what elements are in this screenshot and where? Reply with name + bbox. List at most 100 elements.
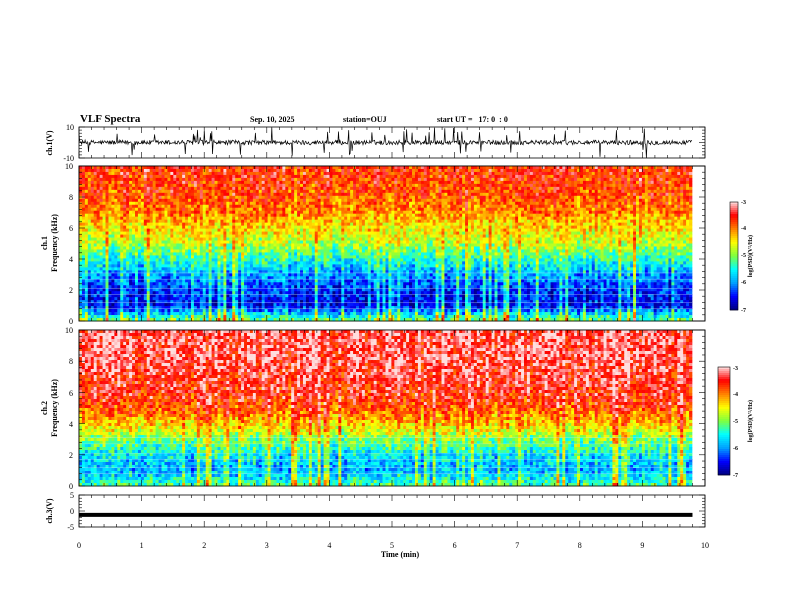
spectrogram-cell bbox=[211, 186, 215, 191]
spectrogram-cell bbox=[273, 186, 277, 191]
spectrogram-cell bbox=[305, 267, 310, 271]
spectrogram-cell bbox=[285, 249, 289, 253]
spectrogram-cell bbox=[276, 315, 280, 319]
spectrogram-cell bbox=[297, 288, 301, 292]
spectrogram-cell bbox=[81, 234, 86, 238]
spectrogram-cell bbox=[152, 285, 156, 289]
spectrogram-cell bbox=[126, 303, 130, 307]
spectrogram-cell bbox=[229, 291, 233, 295]
spectrogram-cell bbox=[226, 166, 230, 170]
spectrogram-cell bbox=[84, 174, 89, 179]
spectrogram-cell bbox=[347, 240, 351, 244]
spectrogram-cell bbox=[137, 246, 142, 250]
spectrogram-cell bbox=[132, 207, 136, 212]
spectrogram-cell bbox=[276, 303, 280, 307]
spectrogram-cell bbox=[114, 168, 118, 173]
spectrogram-cell bbox=[164, 195, 168, 200]
spectrogram-cell bbox=[102, 171, 106, 176]
spectrogram-cell bbox=[302, 288, 307, 292]
spectrogram-cell bbox=[111, 204, 115, 209]
spectrogram-cell bbox=[135, 252, 139, 256]
spectrogram-cell bbox=[208, 252, 212, 256]
spectrogram-cell bbox=[152, 195, 156, 200]
spectrogram-cell bbox=[326, 285, 330, 289]
spectrogram-cell bbox=[205, 243, 210, 247]
spectrogram-cell bbox=[161, 195, 165, 200]
spectrogram-cell bbox=[81, 222, 86, 226]
spectrogram-cell bbox=[267, 246, 271, 250]
spectrogram-cell bbox=[155, 174, 159, 179]
spectrogram-cell bbox=[123, 312, 127, 316]
spectrogram-cell bbox=[300, 303, 304, 307]
spectrogram-cell bbox=[261, 204, 266, 209]
spectrogram-cell bbox=[102, 240, 106, 244]
spectrogram-cell bbox=[223, 216, 227, 220]
spectrogram-cell bbox=[140, 186, 145, 191]
spectrogram-cell bbox=[217, 198, 221, 203]
spectrogram-cell bbox=[152, 282, 156, 286]
spectrogram-cell bbox=[179, 166, 183, 170]
spectrogram-cell bbox=[152, 297, 156, 301]
spectrogram-cell bbox=[347, 255, 351, 259]
spectrogram-cell bbox=[238, 192, 242, 197]
spectrogram-cell bbox=[338, 195, 342, 200]
spectrogram-cell bbox=[179, 279, 183, 283]
spectrogram-cell bbox=[202, 210, 207, 215]
spectrogram-cell bbox=[179, 225, 183, 229]
spectrogram-cell bbox=[190, 276, 195, 280]
spectrogram-cell bbox=[135, 168, 139, 173]
spectrogram-cell bbox=[99, 288, 103, 292]
spectrogram-cell bbox=[317, 195, 322, 200]
spectrogram-cell bbox=[294, 291, 298, 295]
spectrogram-cell bbox=[108, 195, 112, 200]
spectrogram-cell bbox=[232, 246, 236, 250]
spectrogram-cell bbox=[291, 312, 295, 316]
spectrogram-cell bbox=[291, 225, 295, 229]
spectrogram-cell bbox=[246, 255, 251, 259]
spectrogram-cell bbox=[353, 201, 357, 206]
spectrogram-cell bbox=[347, 285, 351, 289]
spectrogram-cell bbox=[249, 210, 254, 215]
spectrogram-cell bbox=[149, 297, 154, 301]
spectrogram-cell bbox=[176, 288, 180, 292]
spectrogram-cell bbox=[288, 252, 292, 256]
spectrogram-cell bbox=[294, 303, 298, 307]
spectrogram-cell bbox=[114, 166, 118, 170]
spectrogram-cell bbox=[241, 306, 245, 310]
spectrogram-cell bbox=[282, 300, 286, 304]
spectrogram-cell bbox=[152, 276, 156, 280]
spectrogram-cell bbox=[252, 198, 257, 203]
spectrogram-cell bbox=[223, 315, 227, 319]
spectrogram-cell bbox=[302, 297, 307, 301]
spectrogram-cell bbox=[238, 183, 242, 188]
spectrogram-cell bbox=[105, 273, 109, 277]
spectrogram-cell bbox=[188, 174, 192, 179]
spectrogram-cell bbox=[229, 192, 233, 197]
spectrogram-cell bbox=[297, 294, 301, 298]
spectrogram-cell bbox=[135, 195, 139, 200]
spectrogram-cell bbox=[99, 237, 103, 241]
spectrogram-cell bbox=[199, 207, 204, 212]
spectrogram-cell bbox=[208, 264, 212, 268]
spectrogram-cell bbox=[270, 219, 274, 223]
spectrogram-cell bbox=[282, 237, 286, 241]
spectrogram-cell bbox=[135, 180, 139, 185]
spectrogram-cell bbox=[90, 174, 95, 179]
spectrogram-cell bbox=[305, 183, 310, 188]
spectrogram-cell bbox=[167, 177, 171, 182]
spectrogram-cell bbox=[196, 294, 201, 298]
spectrogram-cell bbox=[179, 261, 183, 265]
spectrogram-cell bbox=[314, 207, 319, 212]
spectrogram-cell bbox=[223, 312, 227, 316]
spectrogram-cell bbox=[220, 267, 224, 271]
spectrogram-cell bbox=[344, 303, 348, 307]
spectrogram-cell bbox=[188, 216, 192, 220]
spectrogram-cell bbox=[135, 174, 139, 179]
spectrogram-cell bbox=[105, 168, 109, 173]
spectrogram-cell bbox=[353, 180, 357, 185]
spectrogram-cell bbox=[84, 207, 89, 212]
spectrogram-cell bbox=[255, 168, 260, 173]
spectrogram-cell bbox=[344, 261, 348, 265]
spectrogram-cell bbox=[288, 270, 292, 274]
spectrogram-cell bbox=[302, 183, 307, 188]
